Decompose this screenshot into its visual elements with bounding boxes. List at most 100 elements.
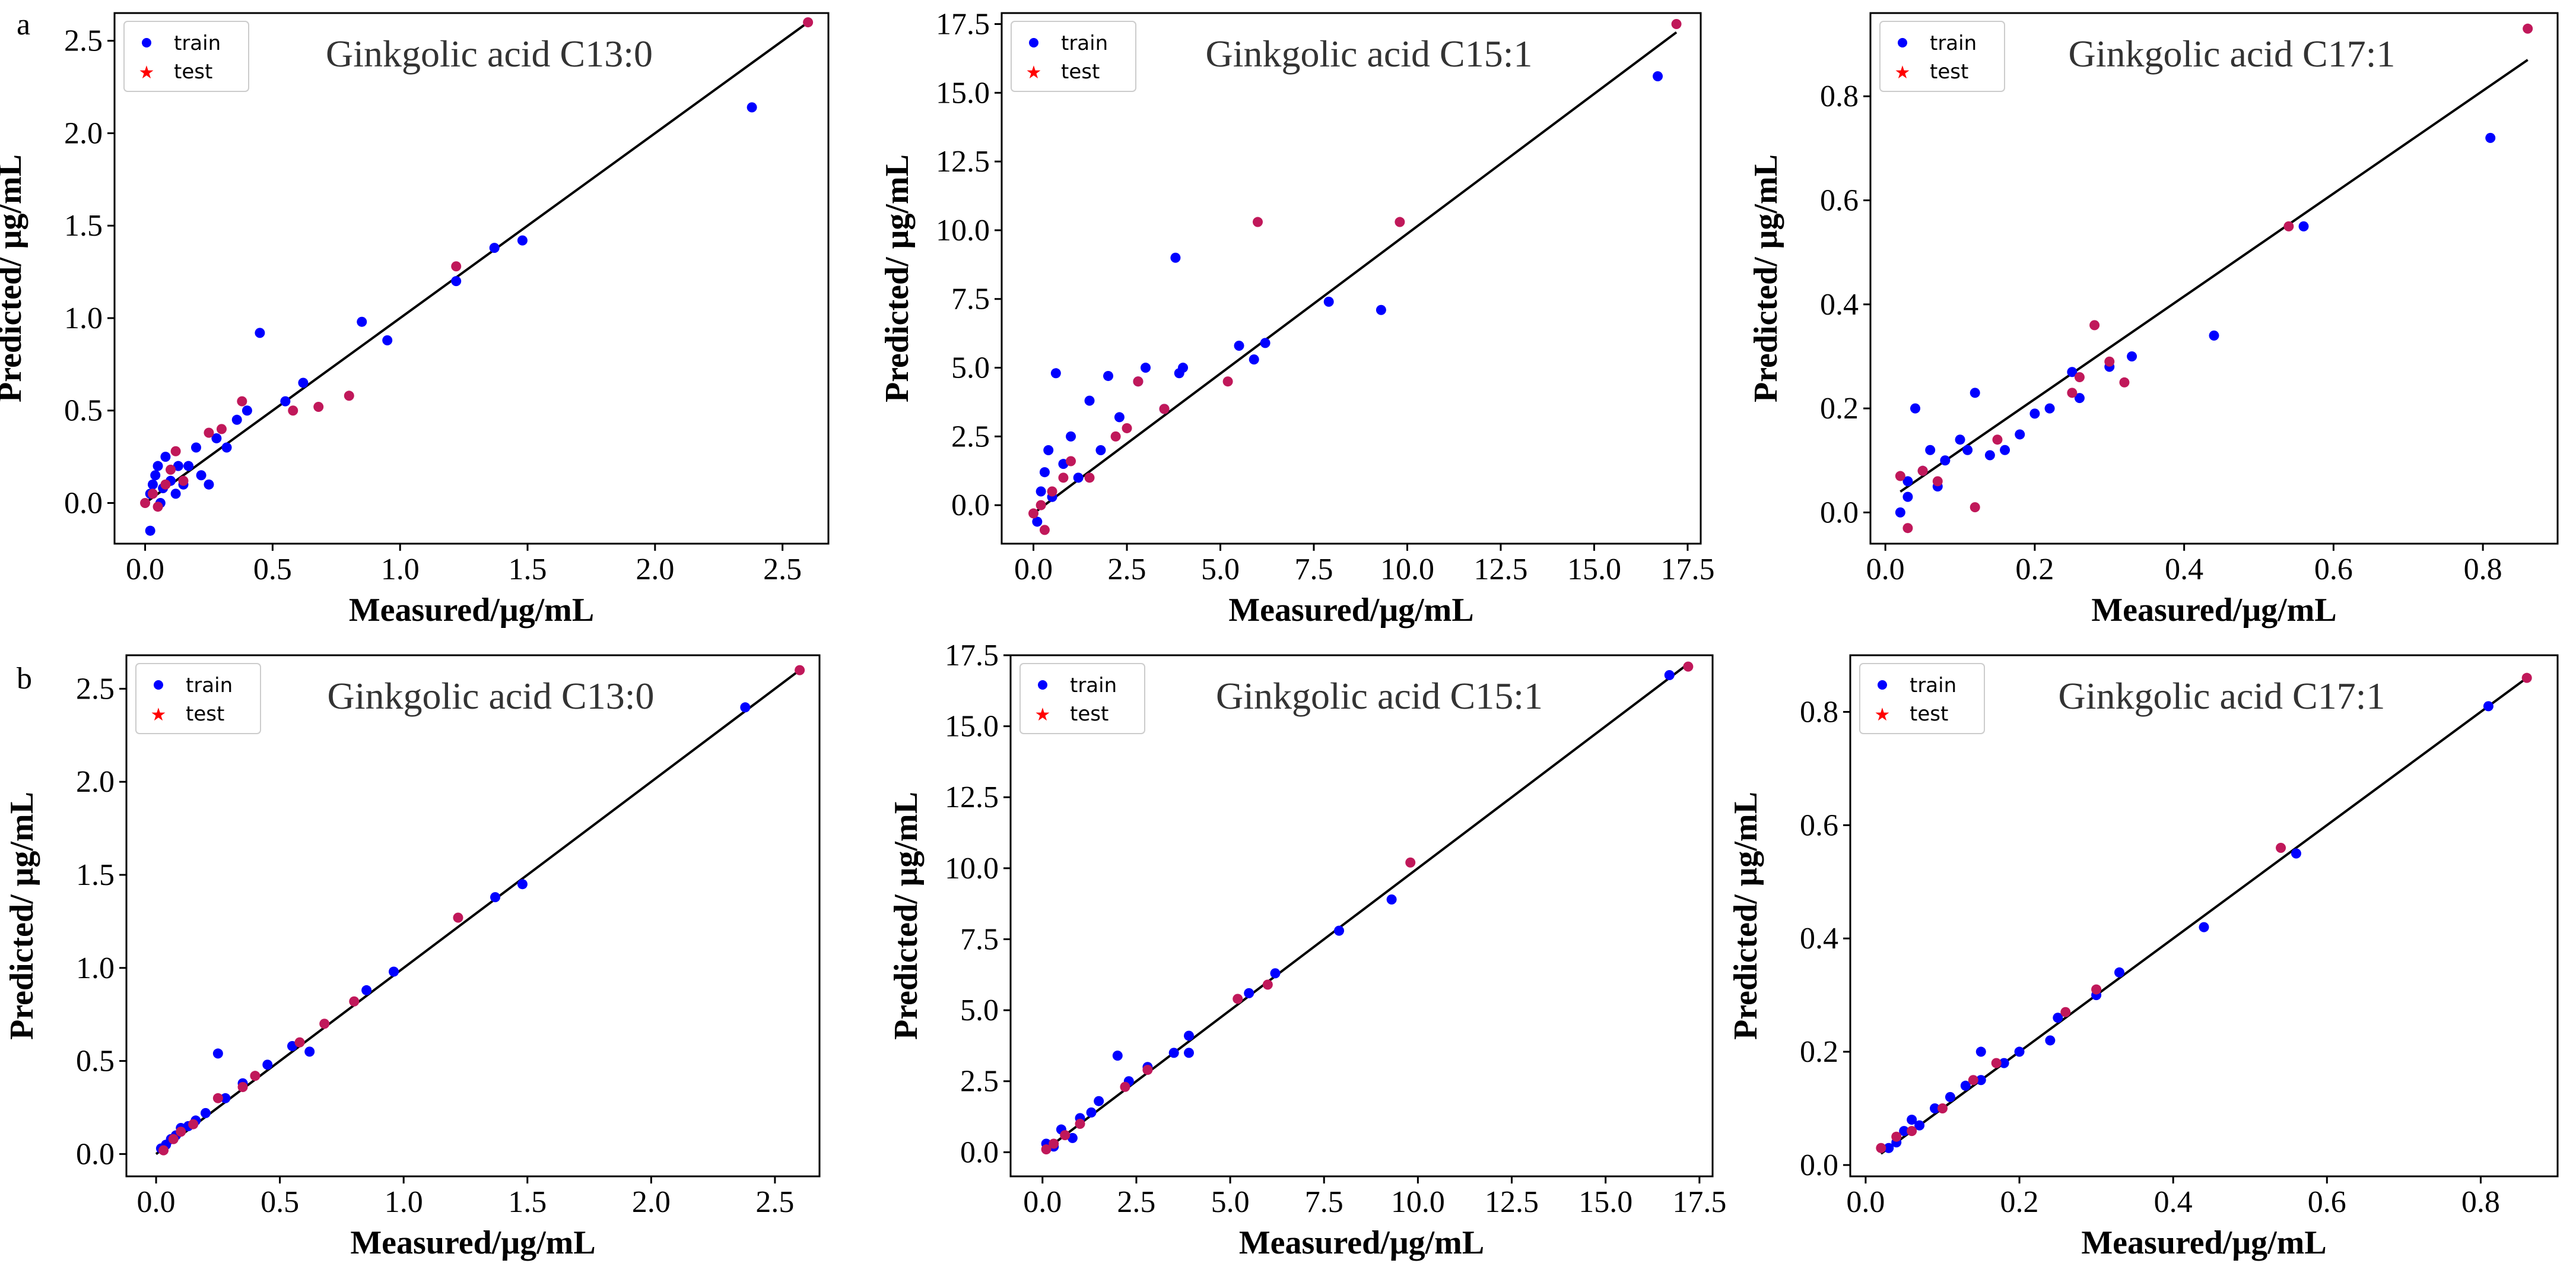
test-point (453, 912, 463, 923)
y-tick-label: 17.5 (945, 639, 999, 672)
test-point (216, 424, 227, 434)
chart-title: Ginkgolic acid C15:1 (1216, 675, 1543, 717)
test-point (140, 497, 151, 508)
train-point (1962, 445, 1973, 455)
chart-6-frame (1849, 654, 2559, 1178)
train-point (280, 396, 291, 407)
test-point (451, 261, 462, 272)
x-tick-label: 0.0 (1023, 1185, 1062, 1219)
chart-6: 0.0 0.2 0.4 0.6 0.8 0.0 0.2 0.4 0.6 0.8 Measured/μ… (1727, 654, 2559, 1261)
test-point (1066, 456, 1076, 467)
y-tick-label: 12.5 (936, 145, 990, 179)
train-point (1095, 445, 1106, 456)
test-point (1047, 486, 1057, 497)
chart-title: Ginkgolic acid C17:1 (2068, 33, 2395, 75)
legend-train-marker (1878, 680, 1887, 690)
test-point (1159, 404, 1170, 414)
y-tick-label: 2.0 (64, 116, 103, 150)
x-tick-label: 0.0 (137, 1185, 176, 1219)
y-tick-label: 0.2 (1800, 1035, 1838, 1069)
train-point (1902, 476, 1913, 487)
legend-train-marker (1029, 38, 1038, 47)
x-tick-label: 0.5 (253, 553, 292, 586)
y-tick-label: 2.5 (951, 420, 990, 453)
train-point (255, 328, 265, 338)
chart-4-frame (125, 654, 821, 1178)
legend-test-label: test (1910, 702, 1948, 726)
x-tick-label: 17.5 (1672, 1185, 1726, 1219)
train-point (517, 879, 528, 890)
x-tick-label: 12.5 (1485, 1185, 1539, 1219)
test-point (349, 996, 360, 1007)
test-point (2091, 984, 2102, 995)
x-axis-label: Measured/μg/mL (1239, 1224, 1484, 1261)
test-point (166, 464, 176, 475)
train-point (1975, 1046, 1986, 1057)
test-point (319, 1018, 330, 1029)
train-point (1066, 431, 1076, 442)
legend-test-label: test (174, 60, 212, 84)
y-tick-label: 0.8 (1820, 80, 1859, 113)
x-tick-label: 5.0 (1201, 553, 1240, 586)
train-point (361, 985, 372, 995)
y-tick-label: 0.2 (1820, 392, 1859, 426)
train-point (304, 1046, 315, 1057)
train-point (1984, 450, 1995, 461)
x-tick-label: 0.2 (2000, 1185, 2039, 1219)
train-point (220, 1093, 231, 1103)
test-point (212, 1093, 223, 1103)
train-point (2015, 429, 2025, 440)
chart-2-frame (1000, 12, 1702, 545)
chart-title: Ginkgolic acid C15:1 (1205, 33, 1532, 75)
y-tick-label: 15.0 (945, 710, 999, 744)
chart-1: 0.0 0.5 1.0 1.5 2.0 2.5 0.0 0.5 1.0 1.5 2.0 2.5 Meas… (0, 12, 830, 629)
test-point (2089, 320, 2100, 331)
train-point (1114, 412, 1125, 423)
legend-train-marker (1898, 38, 1907, 47)
train-point (490, 892, 501, 903)
train-point (1249, 354, 1259, 365)
train-point (2000, 445, 2010, 455)
test-point (1060, 1130, 1071, 1141)
legend-test-marker: ★ (139, 62, 155, 83)
train-point (1244, 988, 1254, 998)
train-point (1914, 1120, 1925, 1131)
y-axis-label: Predicted/ μg/mL (1748, 154, 1784, 402)
y-tick-label: 12.5 (945, 780, 999, 814)
legend-train-label: train (1910, 674, 1956, 697)
y-tick-label: 1.0 (76, 951, 115, 985)
fit-line (1041, 662, 1689, 1153)
x-tick-label: 2.5 (1117, 1185, 1155, 1219)
y-tick-label: 5.0 (960, 994, 999, 1027)
train-point (2298, 221, 2309, 231)
legend-train-label: train (186, 674, 233, 697)
train-point (1664, 669, 1675, 680)
test-point (204, 427, 214, 438)
x-tick-label: 15.0 (1567, 553, 1621, 586)
test-point (250, 1071, 261, 1081)
test-point (2060, 1007, 2071, 1017)
x-tick-label: 0.0 (1846, 1185, 1885, 1219)
x-tick-label: 0.0 (126, 553, 164, 586)
train-point (170, 488, 181, 499)
train-point (1260, 338, 1270, 348)
y-tick-label: 0.0 (76, 1137, 115, 1171)
train-point (2053, 1013, 2063, 1023)
x-tick-label: 0.6 (2308, 1185, 2346, 1219)
y-tick-label: 0.6 (1800, 808, 1838, 842)
test-point (1891, 1131, 1902, 1142)
chart-title: Ginkgolic acid C13:0 (327, 675, 654, 717)
legend-box (1011, 21, 1136, 92)
test-point (1222, 376, 1233, 387)
test-point (1968, 1075, 1978, 1086)
train-point (2067, 367, 2078, 377)
test-point (1028, 508, 1039, 519)
test-point (153, 502, 163, 512)
train-point (287, 1041, 297, 1051)
legend-train-marker (154, 680, 163, 690)
y-tick-label: 0.5 (76, 1045, 115, 1078)
y-tick-label: 0.0 (960, 1135, 999, 1169)
test-point (1907, 1126, 1917, 1137)
legend-test-label: test (1061, 60, 1100, 84)
test-point (1262, 979, 1273, 990)
